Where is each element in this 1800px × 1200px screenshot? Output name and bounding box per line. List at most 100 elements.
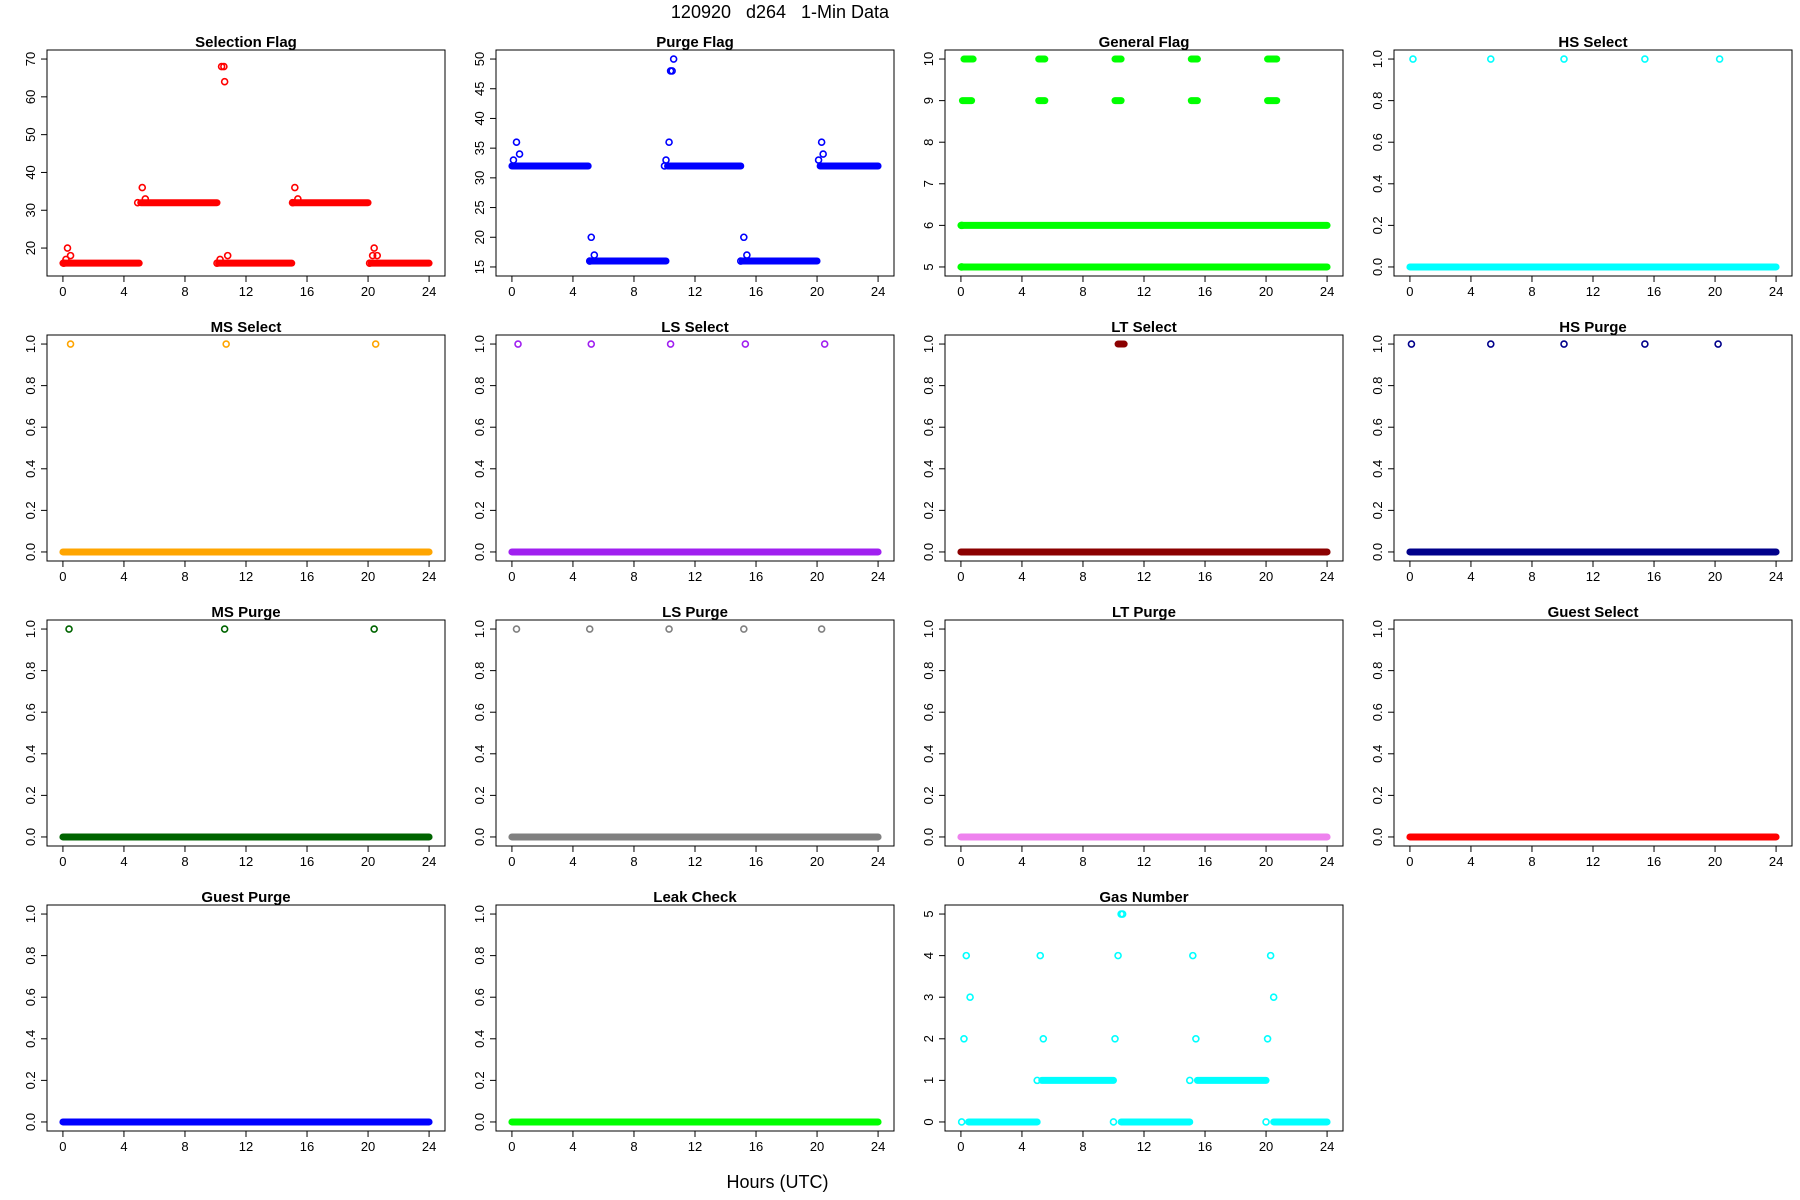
x-tick-label: 0	[957, 569, 964, 584]
y-tick-label: 0.4	[23, 460, 38, 478]
y-tick-label: 0.8	[921, 377, 936, 395]
data-point	[288, 198, 297, 207]
plot-frame	[46, 49, 446, 277]
y-tick-label: 8	[921, 139, 936, 146]
panel-ls-purge: LS Purge 0 4 8 12 16 20 24 0.0 0.2 0.4 0.6 0.8 1.0	[472, 604, 895, 869]
x-tick-label: 8	[181, 854, 188, 869]
y-tick-label: 0.6	[23, 703, 38, 721]
plot-frame	[46, 619, 446, 847]
y-tick-label: 0.4	[23, 745, 38, 763]
y-tick-label: 0.8	[921, 662, 936, 680]
data-point	[1118, 910, 1127, 918]
panel-purge-flag: Purge Flag 0 4 8 12 16 20 24 15 20 25 30 35 40 45 50	[472, 34, 895, 299]
y-tick-label: 35	[472, 141, 487, 155]
y-tick-label: 0.2	[1370, 786, 1385, 804]
y-tick-label: 0.2	[1370, 501, 1385, 519]
plot-frame	[495, 619, 895, 847]
x-tick-label: 8	[1528, 569, 1535, 584]
data-point	[1192, 1034, 1200, 1043]
y-tick-label: 1.0	[472, 620, 487, 638]
data-point	[666, 340, 675, 348]
x-tick-label: 24	[1320, 1139, 1334, 1154]
data-point	[1185, 1076, 1194, 1085]
y-tick-label: 0.6	[1370, 703, 1385, 721]
y-tick-label: 0.0	[921, 543, 936, 561]
x-tick-label: 0	[59, 569, 66, 584]
data-point	[662, 156, 670, 164]
y-tick-label: 1.0	[1370, 620, 1385, 638]
data-point	[820, 340, 829, 348]
y-tick-label: 0.2	[472, 501, 487, 519]
x-tick-label: 8	[630, 1139, 637, 1154]
panel-ms-purge: MS Purge 0 4 8 12 16 20 24 0.0 0.2 0.4 0.6 0.8 1.0	[23, 604, 446, 869]
data-point	[1109, 1118, 1118, 1126]
y-tick-label: 0.6	[1370, 133, 1385, 151]
plot-frame	[46, 334, 446, 562]
plot-frame	[495, 334, 895, 562]
plot-frame	[46, 904, 446, 1132]
x-tick-label: 0	[957, 284, 964, 299]
figure-title: 120920 d264 1-Min Data	[670, 2, 890, 22]
y-tick-label: 0.8	[472, 947, 487, 965]
plot-frame	[495, 904, 895, 1132]
data-point	[1269, 993, 1278, 1002]
x-tick-label: 8	[1079, 569, 1086, 584]
data-point	[587, 233, 596, 242]
y-tick-label: 0.4	[1370, 460, 1385, 478]
y-tick-label: 0.4	[472, 1030, 487, 1048]
data-point	[817, 138, 826, 147]
y-tick-label: 40	[472, 111, 487, 125]
data-point	[223, 251, 232, 260]
x-tick-label: 16	[1198, 284, 1212, 299]
x-tick-label: 24	[422, 569, 436, 584]
panel-lt-select: LT Select 0 4 8 12 16 20 24 0.0 0.2 0.4 0.6 0.8 1.0	[921, 319, 1344, 584]
y-tick-label: 0.8	[23, 947, 38, 965]
data-point	[1263, 1034, 1272, 1043]
data-point	[216, 255, 224, 264]
y-tick-label: 0.8	[1370, 377, 1385, 395]
y-tick-label: 0.6	[23, 988, 38, 1006]
panel-guest-purge: Guest Purge 0 4 8 12 16 20 24 0.0 0.2 0.4 0.6 0.8 1.0	[23, 889, 446, 1154]
data-point	[966, 993, 974, 1002]
y-tick-label: 1.0	[23, 335, 38, 353]
plot-frame	[1393, 619, 1793, 847]
x-tick-label: 20	[361, 854, 375, 869]
plot-frame	[944, 904, 1344, 1132]
y-tick-label: 45	[472, 82, 487, 96]
panel-title: MS Purge	[211, 604, 280, 621]
panel-title: LS Purge	[662, 604, 728, 621]
x-tick-label: 16	[1647, 854, 1661, 869]
y-tick-label: 0.6	[921, 703, 936, 721]
y-tick-label: 0.6	[472, 418, 487, 436]
x-tick-label: 12	[1137, 569, 1151, 584]
y-tick-label: 0.8	[472, 377, 487, 395]
y-tick-label: 9	[921, 97, 936, 104]
x-tick-label: 8	[630, 284, 637, 299]
x-tick-label: 20	[361, 1139, 375, 1154]
y-tick-label: 50	[23, 127, 38, 141]
data-point	[1033, 1076, 1042, 1085]
data-point	[368, 251, 377, 260]
data-point	[141, 195, 150, 203]
x-tick-label: 24	[422, 1139, 436, 1154]
panel-title: MS Select	[211, 319, 282, 336]
x-tick-label: 20	[1259, 569, 1273, 584]
y-tick-label: 0.4	[921, 460, 936, 478]
y-tick-label: 0.2	[921, 501, 936, 519]
x-tick-label: 0	[1406, 284, 1413, 299]
x-tick-label: 24	[1320, 284, 1334, 299]
y-tick-label: 0.6	[472, 988, 487, 1006]
data-point	[957, 221, 966, 230]
x-tick-label: 8	[181, 284, 188, 299]
x-tick-label: 16	[300, 569, 314, 584]
x-tick-label: 4	[120, 284, 127, 299]
data-point	[65, 625, 73, 633]
panel-title: Purge Flag	[656, 34, 734, 51]
data-point	[740, 233, 748, 242]
data-point	[512, 625, 521, 633]
data-point	[962, 951, 971, 960]
plot-frame	[944, 334, 1344, 562]
y-tick-label: 0.4	[472, 460, 487, 478]
y-tick-label: 0.0	[1370, 258, 1385, 276]
